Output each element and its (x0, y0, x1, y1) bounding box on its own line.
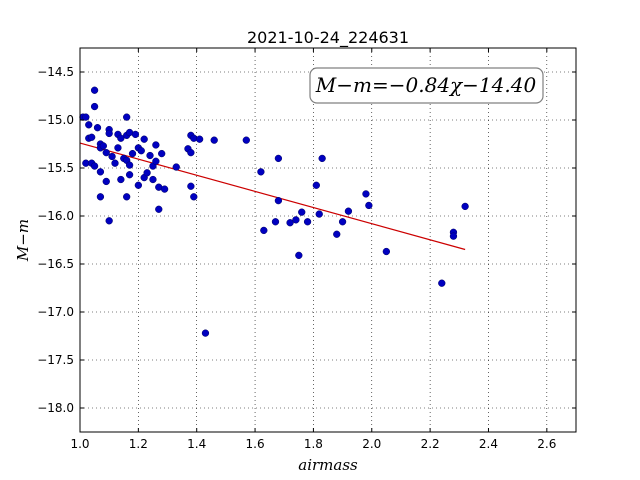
data-point (105, 217, 113, 225)
data-point (295, 251, 303, 260)
data-point (242, 136, 250, 144)
grid (79, 48, 576, 432)
fit-equation-box (309, 67, 544, 104)
data-point (365, 201, 373, 210)
x-tick-label: 1.6 (246, 437, 265, 451)
data-point (158, 149, 166, 158)
fit-equation: M−m=−0.84χ−14.40 (315, 73, 537, 97)
data-point (190, 193, 198, 201)
data-point (333, 230, 341, 238)
chart-title: 2021-10-24_224631 (247, 28, 409, 48)
data-point (90, 86, 99, 94)
data-point (96, 193, 105, 201)
y-tick-label: −17.0 (37, 305, 74, 319)
y-tick-label: −18.0 (37, 401, 74, 415)
data-point (99, 142, 107, 150)
data-point (125, 171, 134, 179)
y-tick-label: −16.0 (37, 209, 74, 223)
x-tick-label: 1.2 (129, 437, 148, 451)
data-point (187, 148, 195, 157)
y-tick-label: −16.5 (37, 257, 74, 271)
data-point (172, 163, 180, 171)
data-point (298, 208, 306, 216)
x-tick-label: 1.4 (187, 437, 206, 451)
data-point (102, 148, 110, 157)
data-point (315, 210, 323, 218)
x-tick-label: 2.4 (479, 437, 498, 451)
data-point (134, 181, 143, 189)
data-point (146, 151, 154, 160)
data-point (105, 129, 113, 138)
x-tick-label: 2.2 (421, 437, 440, 451)
data-point (143, 169, 151, 177)
x-axis-label: airmass (298, 456, 358, 474)
data-point (187, 182, 195, 190)
data-points (79, 86, 469, 337)
data-point (271, 218, 280, 226)
x-tick-label: 2.6 (537, 437, 556, 451)
data-point (117, 175, 125, 184)
data-point (461, 202, 469, 211)
data-point (152, 141, 160, 149)
data-point (286, 219, 294, 227)
data-point (108, 152, 116, 161)
data-point (155, 205, 163, 213)
data-point (85, 121, 93, 129)
data-point (195, 135, 204, 143)
data-point (312, 181, 320, 189)
axis-ticks: 1.0 1.2 1.4 1.6 1.8 2.0 2.2 2.4 2.6 −14.5 −15.0 −15… (37, 48, 576, 451)
data-point (82, 113, 90, 121)
data-point (362, 190, 370, 198)
data-point (125, 161, 134, 169)
data-point (102, 177, 110, 186)
data-point (152, 157, 160, 165)
x-tick-label: 1.8 (304, 437, 323, 451)
data-point (96, 168, 105, 176)
data-point (449, 232, 458, 240)
y-tick-label: −17.5 (37, 353, 74, 367)
data-point (274, 154, 283, 163)
data-point (382, 247, 391, 256)
data-point (90, 102, 99, 111)
data-point (128, 149, 137, 158)
data-point (292, 216, 300, 224)
data-point (90, 162, 99, 170)
data-point (160, 185, 169, 193)
fit-line (79, 142, 466, 251)
data-point (123, 113, 131, 121)
y-tick-label: −14.5 (37, 65, 74, 79)
plot-frame (79, 47, 577, 433)
data-point (149, 175, 157, 184)
data-point (318, 154, 326, 163)
data-point (111, 159, 119, 167)
x-tick-label: 2.0 (362, 437, 381, 451)
fit-line-group (79, 142, 466, 251)
data-point (140, 135, 148, 143)
data-point (201, 329, 210, 337)
data-point (88, 133, 96, 141)
y-axis-label: M−m (14, 219, 32, 262)
y-tick-label: −15.0 (37, 113, 74, 127)
data-point (257, 168, 265, 176)
data-point (438, 279, 446, 287)
data-point (260, 226, 268, 235)
data-point (131, 130, 140, 139)
data-point (210, 136, 218, 144)
data-point (274, 196, 283, 205)
y-tick-label: −15.5 (37, 161, 74, 175)
data-point (114, 144, 122, 152)
data-point (303, 218, 312, 226)
data-point (123, 193, 131, 201)
data-point (117, 134, 125, 142)
x-tick-label: 1.0 (70, 437, 89, 451)
data-point (93, 124, 102, 132)
data-point (338, 218, 347, 226)
data-point (137, 147, 145, 155)
data-point (344, 207, 353, 215)
